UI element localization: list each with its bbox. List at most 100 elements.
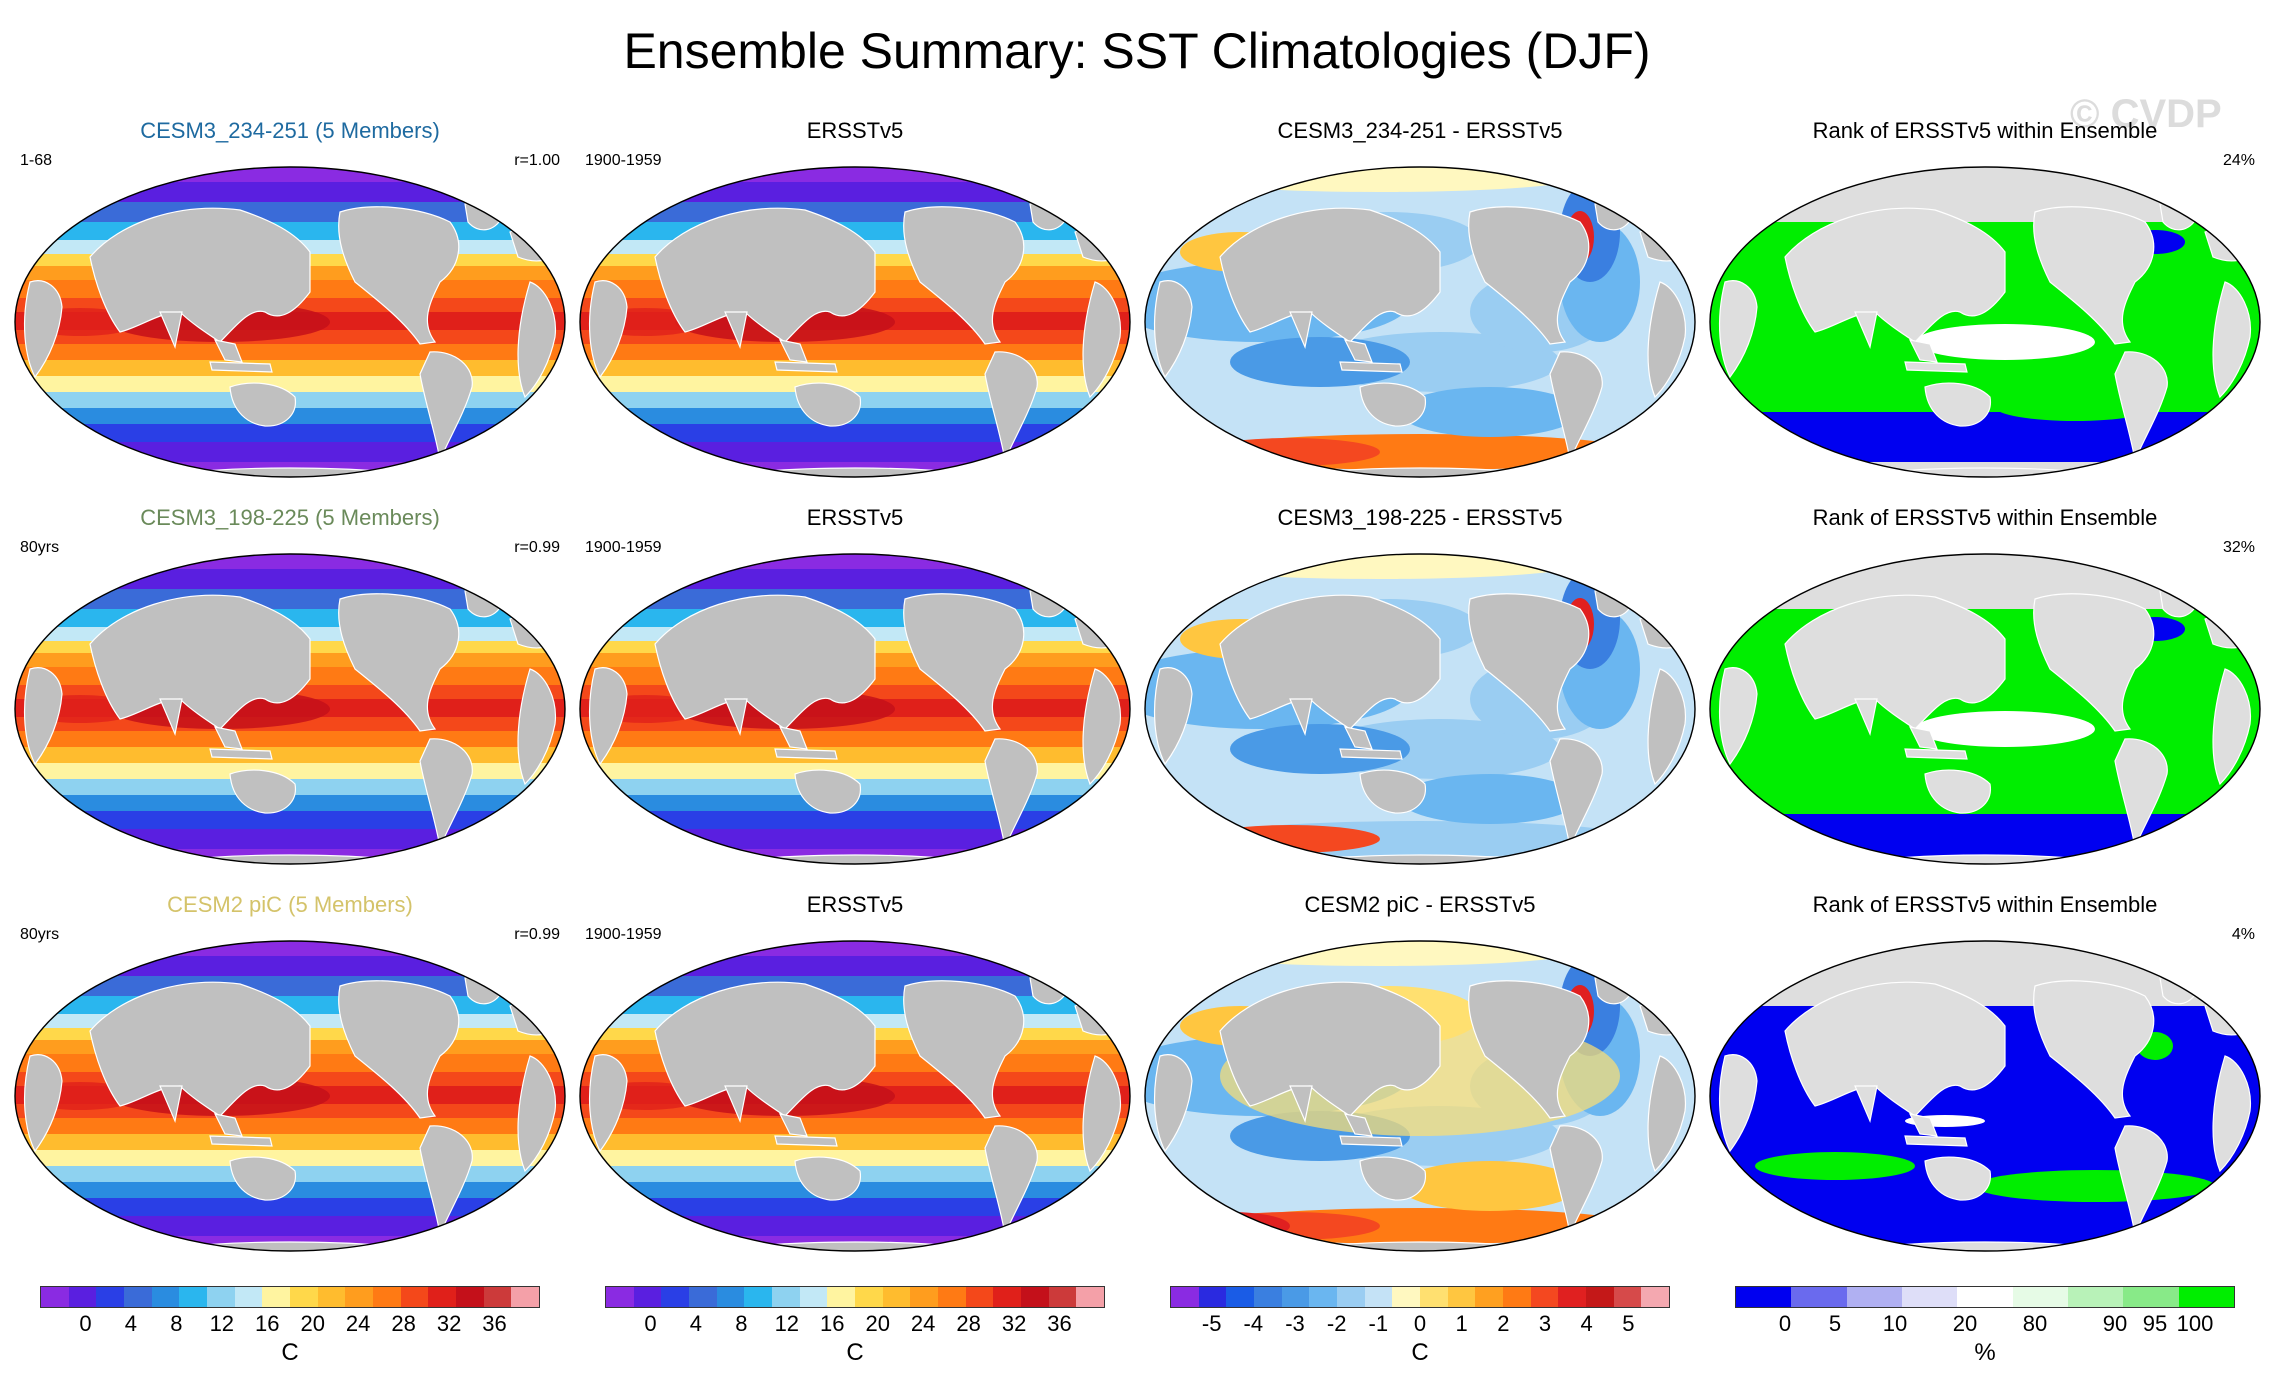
colorbar-cell — [428, 1287, 457, 1307]
land-australia — [1359, 769, 1426, 814]
sst-band — [15, 1118, 565, 1134]
panel-title: CESM3_198-225 (5 Members) — [140, 505, 440, 530]
sst-band — [580, 1134, 1130, 1150]
land-north-america — [2033, 980, 2155, 1119]
sst-band — [580, 763, 1130, 779]
land-south-america — [419, 351, 473, 463]
land-indonesia — [209, 1135, 273, 1147]
globe-outline — [1709, 553, 2261, 865]
globe-map-diff — [1144, 553, 1696, 865]
land-south-america — [2114, 351, 2168, 463]
globe-outline — [14, 166, 566, 478]
land-asia — [89, 594, 311, 730]
colorbar-tick-label: -5 — [1201, 1311, 1222, 1336]
colorbar-tick-label: 0 — [644, 1311, 657, 1336]
land-south-america — [419, 1125, 473, 1237]
colorbar-cell — [2067, 1287, 2124, 1307]
colorbar-cell — [1613, 1287, 1642, 1307]
globe-map-rank — [1709, 940, 2261, 1252]
land-asia — [1219, 594, 1441, 730]
land-seasia — [1908, 726, 1938, 750]
colorbar-cell — [1226, 1287, 1255, 1307]
panel-rank-row2: Rank of ERSSTv5 within Ensemble 32% — [1705, 505, 2265, 865]
land-north-america — [1468, 206, 1590, 345]
colorbar-cell — [1254, 1287, 1282, 1307]
panel-obs-row3: ERSSTv5 1900-1959 — [575, 892, 1135, 1252]
globe-map-diff — [1144, 940, 1696, 1252]
land-africa-west — [1718, 667, 1758, 766]
sst-band — [580, 1198, 1130, 1216]
panel-title: Rank of ERSSTv5 within Ensemble — [1812, 892, 2158, 917]
colorbar-cell — [965, 1287, 994, 1307]
land-india — [1854, 1085, 1878, 1124]
colorbar-1: 0 4 8 12 16 20 24 28 32 36 C — [40, 1286, 540, 1386]
map-holder — [1705, 549, 2265, 874]
globe-map-rank — [1709, 553, 2261, 865]
colorbar-4: 0 5 10 20 80 90 95 100% — [1735, 1286, 2235, 1386]
colorbar-tick-label: -1 — [1368, 1311, 1389, 1336]
map-holder — [1705, 936, 2265, 1261]
map-holder — [10, 162, 570, 487]
land-africa-east — [2212, 1055, 2252, 1173]
colorbar-tick-label: 3 — [1538, 1311, 1552, 1336]
land-africa-west — [23, 667, 63, 766]
colorbar-tick-label: 16 — [255, 1311, 280, 1336]
panel-right-note: r=1.00 — [514, 152, 560, 169]
colorbar-cell — [1281, 1287, 1310, 1307]
land-africa-west — [588, 667, 628, 766]
colorbar-tick-label: 24 — [345, 1311, 371, 1336]
land-africa-east — [517, 668, 557, 786]
land-indonesia — [1339, 748, 1403, 760]
colorbar-cell — [1364, 1287, 1393, 1307]
panel-title: ERSSTv5 — [806, 892, 904, 917]
colorbar-tick-label: 36 — [482, 1311, 507, 1336]
diff-anomaly — [1400, 774, 1580, 824]
land-europe — [2204, 227, 2258, 262]
land-south-america — [2114, 738, 2168, 850]
land-africa-west — [1153, 280, 1193, 379]
land-india — [159, 698, 183, 737]
colorbar-cell — [41, 1287, 69, 1307]
land-africa-east — [1082, 281, 1122, 399]
colorbar-tick-label: 2 — [1497, 1311, 1510, 1336]
colorbar-cell — [1791, 1287, 1847, 1307]
land-indonesia — [1339, 361, 1403, 373]
land-asia — [654, 207, 876, 343]
colorbar-tick-label: 10 — [1882, 1311, 1908, 1336]
colorbar-cell — [1337, 1287, 1365, 1307]
land-indonesia — [774, 361, 838, 373]
colorbar-tick-label: 36 — [1047, 1311, 1072, 1336]
land-seasia — [778, 339, 808, 363]
land-africa-east — [517, 1055, 557, 1173]
colorbar-cell — [1503, 1287, 1531, 1307]
colorbar-cell — [882, 1287, 911, 1307]
colorbar-cell — [1558, 1287, 1587, 1307]
sst-band — [580, 442, 1130, 462]
colorbar-tick-label: 80 — [2022, 1311, 2048, 1336]
colorbar-cells — [605, 1286, 1105, 1308]
land-south-america — [984, 1125, 1038, 1237]
colorbar-cells — [1735, 1286, 2235, 1308]
diff-anomaly — [1400, 387, 1580, 437]
globe-outline — [14, 940, 566, 1252]
panel-title: ERSSTv5 — [806, 118, 904, 143]
land-north-america — [338, 206, 460, 345]
colorbar-cell — [400, 1287, 429, 1307]
colorbar-tick-label: 95 — [2142, 1311, 2168, 1336]
land-africa-east — [1082, 668, 1122, 786]
rank-high — [1995, 393, 2155, 421]
rank-high — [1975, 1170, 2215, 1202]
globe-map-model — [14, 553, 566, 865]
land-europe — [1074, 227, 1128, 262]
colorbar-tick-label: 24 — [910, 1311, 936, 1336]
land-indonesia — [774, 1135, 838, 1147]
panel-rank-row1: Rank of ERSSTv5 within Ensemble 24% — [1705, 118, 2265, 478]
sst-band — [15, 731, 565, 747]
colorbar-unit: C — [1411, 1339, 1429, 1366]
panel-title: ERSSTv5 — [806, 505, 904, 530]
rank-mid — [1915, 711, 2095, 747]
land-north-america — [903, 980, 1025, 1119]
land-indonesia — [1339, 1135, 1403, 1147]
colorbar-cell — [855, 1287, 883, 1307]
colorbar-cell — [1198, 1287, 1227, 1307]
